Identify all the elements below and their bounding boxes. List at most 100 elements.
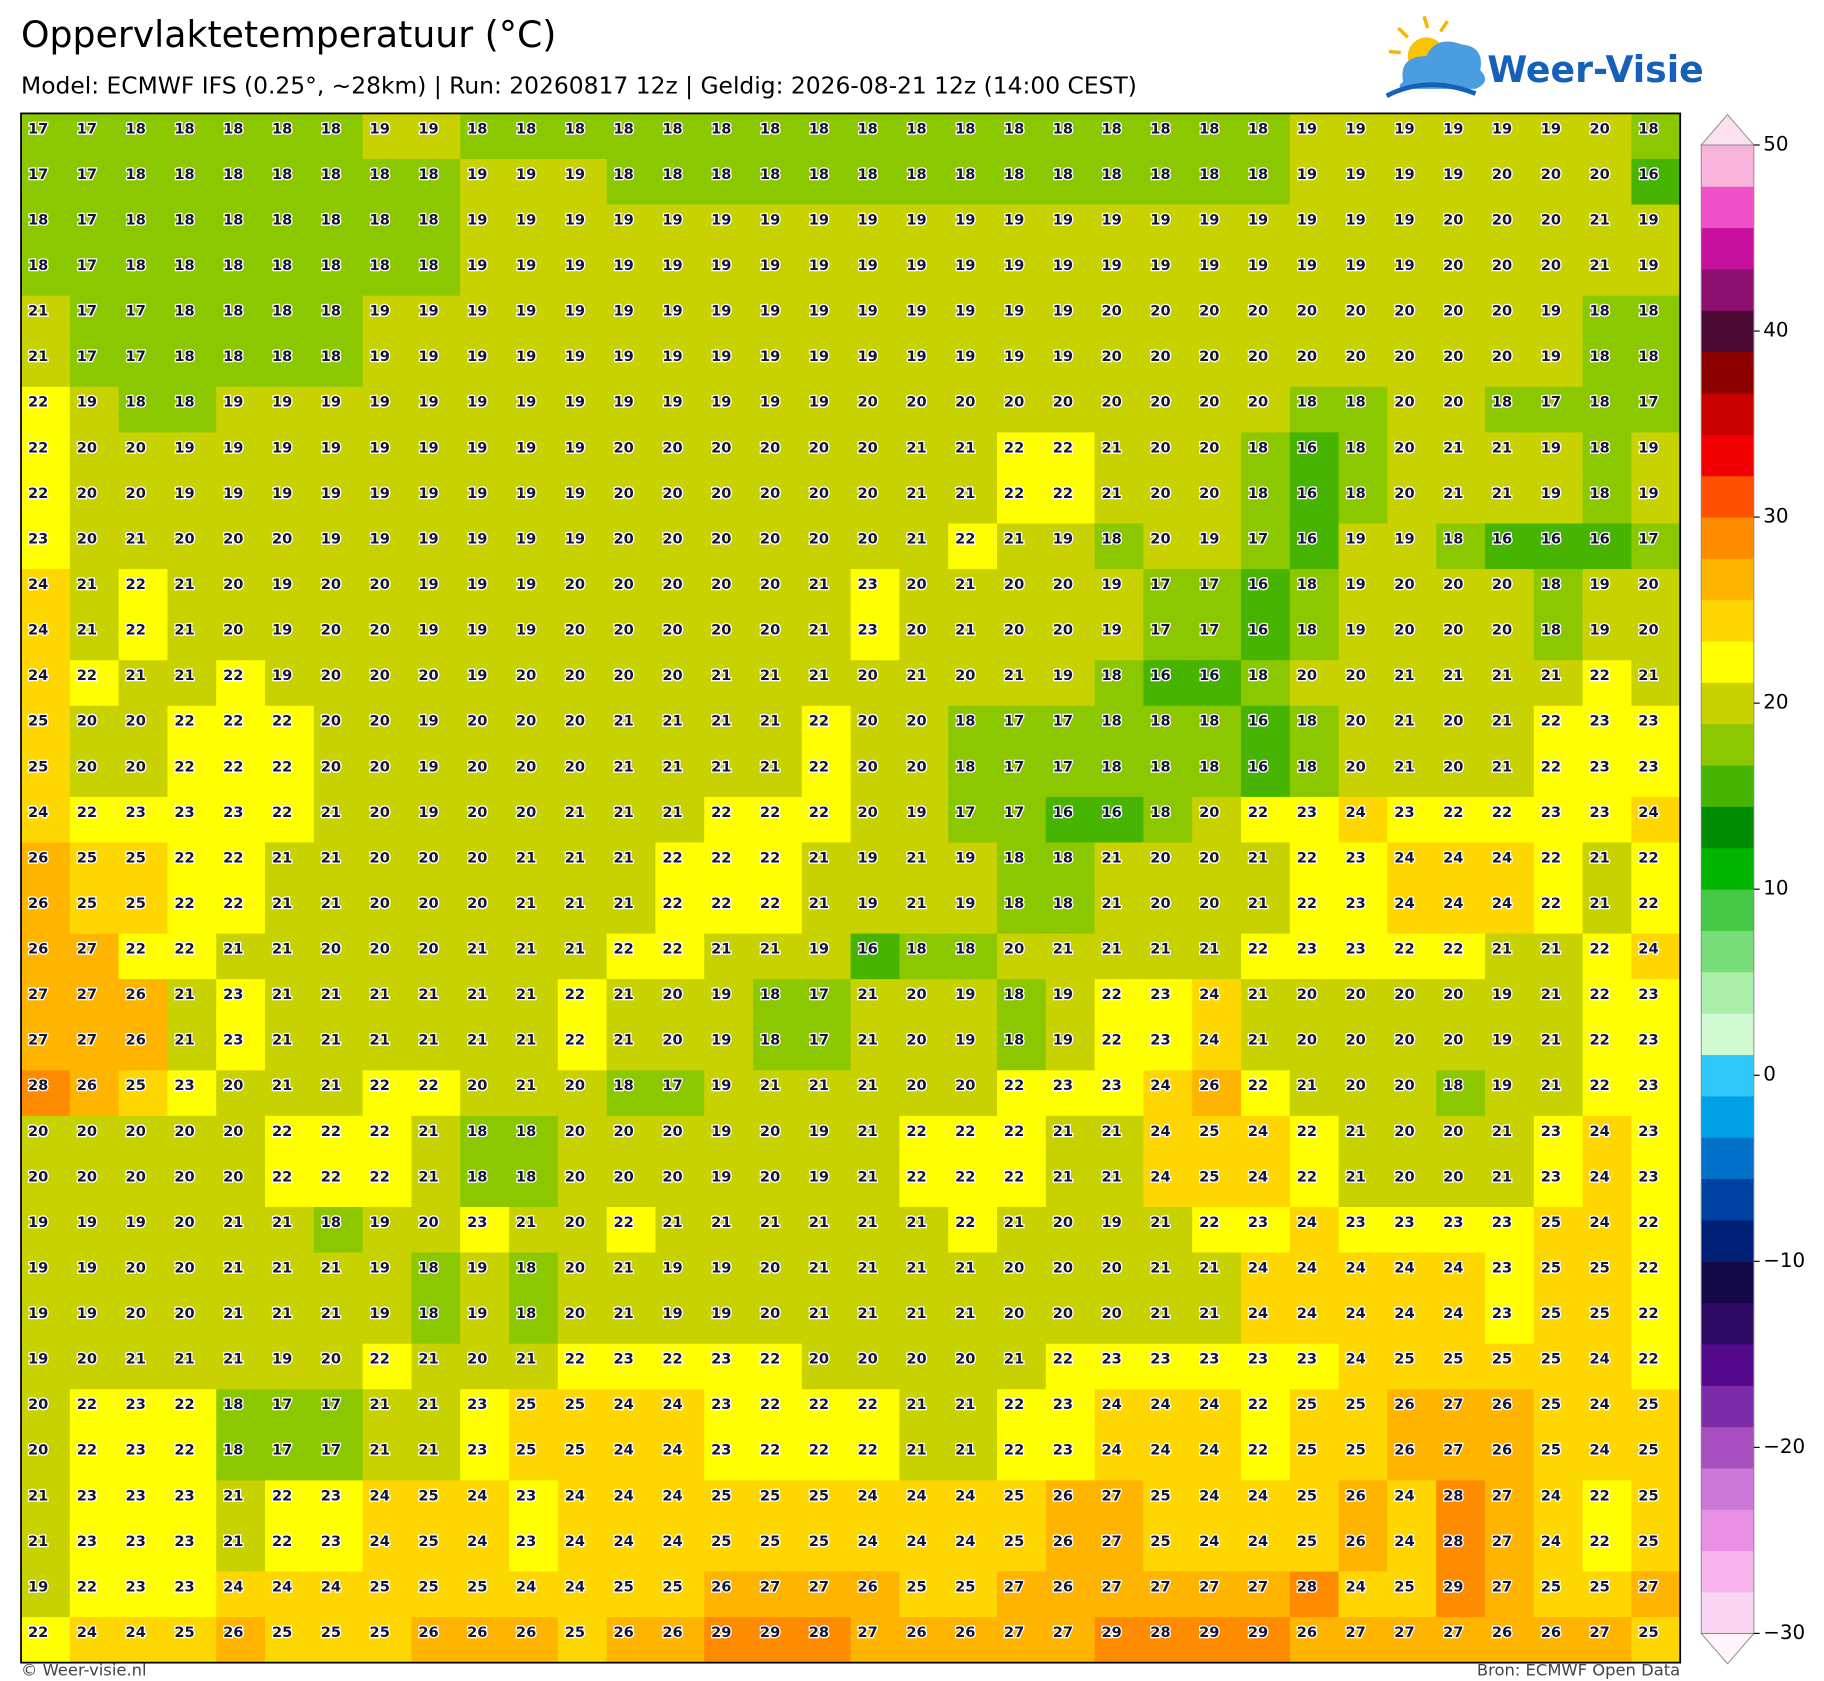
- temperature-cell: [801, 386, 852, 433]
- temperature-cell: [1143, 523, 1193, 570]
- temperature-label: 22: [760, 1351, 780, 1368]
- temperature-cell: [21, 1161, 71, 1208]
- temperature-cell: [997, 250, 1047, 297]
- temperature-cell: [1533, 158, 1584, 206]
- temperature-label: 23: [1541, 1168, 1561, 1185]
- temperature-label: 18: [321, 1214, 341, 1231]
- temperature-cell: [753, 569, 803, 616]
- temperature-label: 23: [1297, 804, 1317, 821]
- temperature-label: 22: [1638, 1351, 1658, 1368]
- subtitle: Model: ECMWF IFS (0.25°, ~28km) | Run: 2…: [21, 72, 1137, 100]
- temperature-label: 20: [955, 1077, 975, 1094]
- temperature-cell: [850, 1024, 900, 1071]
- temperature-cell: [801, 295, 852, 342]
- temperature-cell: [21, 477, 71, 525]
- temperature-cell: [216, 1024, 266, 1071]
- temperature-label: 21: [1541, 1077, 1561, 1094]
- temperature-cell: [411, 1161, 461, 1208]
- temperature-label: 22: [711, 895, 731, 912]
- temperature-cell: [801, 751, 852, 798]
- temperature-label: 20: [1443, 622, 1463, 639]
- temperature-label: 17: [662, 1077, 682, 1094]
- temperature-label: 21: [614, 713, 634, 730]
- map: 17 17 18 18 18 18 18 19 19 18 18 18 18 18 18 18 18 18 18 18…: [21, 113, 1681, 1664]
- temperature-label: 27: [1004, 1624, 1024, 1641]
- temperature-cell: [1289, 432, 1340, 479]
- temperature-cell: [1143, 569, 1193, 616]
- temperature-label: 20: [1004, 576, 1024, 593]
- temperature-label: 18: [906, 120, 926, 137]
- temperature-cell: [1436, 1298, 1486, 1345]
- temperature-label: 20: [223, 622, 243, 639]
- temperature-cell: [216, 204, 266, 251]
- temperature-label: 18: [760, 986, 780, 1003]
- temperature-cell: [1045, 660, 1096, 707]
- temperature-label: 19: [418, 120, 438, 137]
- temperature-cell: [1241, 1298, 1291, 1345]
- temperature-cell: [1484, 569, 1535, 616]
- temperature-label: 21: [906, 667, 926, 684]
- temperature-label: 21: [809, 1305, 829, 1322]
- temperature-label: 21: [174, 986, 194, 1003]
- temperature-cell: [1436, 933, 1486, 980]
- temperature-cell: [1631, 1343, 1681, 1390]
- temperature-label: 24: [1199, 1487, 1219, 1504]
- temperature-cell: [606, 295, 657, 342]
- temperature-cell: [1045, 933, 1096, 980]
- temperature-label: 21: [614, 804, 634, 821]
- temperature-label: 19: [467, 439, 487, 456]
- temperature-cell: [1387, 614, 1437, 661]
- temperature-cell: [216, 751, 266, 798]
- temperature-cell: [948, 295, 998, 342]
- temperature-cell: [1436, 842, 1486, 889]
- temperature-cell: [1094, 660, 1144, 707]
- temperature-label: 21: [467, 986, 487, 1003]
- temperature-label: 21: [858, 1168, 878, 1185]
- temperature-cell: [21, 1206, 71, 1254]
- colorbar-bin: [1701, 351, 1754, 394]
- temperature-cell: [704, 204, 754, 251]
- temperature-label: 19: [1443, 166, 1463, 183]
- temperature-label: 21: [516, 1351, 536, 1368]
- temperature-label: 19: [418, 804, 438, 821]
- temperature-cell: [1241, 796, 1291, 844]
- temperature-cell: [1436, 386, 1486, 433]
- temperature-label: 18: [1150, 713, 1170, 730]
- temperature-cell: [899, 113, 949, 160]
- temperature-cell: [1143, 933, 1193, 980]
- temperature-cell: [1143, 250, 1193, 297]
- temperature-cell: [313, 250, 364, 297]
- temperature-label: 24: [1443, 1260, 1463, 1277]
- temperature-label: 20: [1150, 895, 1170, 912]
- temperature-cell: [1241, 933, 1291, 980]
- temperature-label: 18: [614, 1077, 634, 1094]
- temperature-label: 20: [223, 1168, 243, 1185]
- temperature-cell: [509, 569, 559, 616]
- temperature-cell: [753, 1206, 803, 1254]
- colorbar-tick-label: 30: [1763, 505, 1788, 528]
- temperature-label: 17: [1541, 394, 1561, 411]
- temperature-cell: [313, 113, 364, 160]
- temperature-cell: [753, 796, 803, 844]
- temperature-label: 23: [858, 622, 878, 639]
- temperature-label: 20: [809, 485, 829, 502]
- temperature-label: 19: [321, 530, 341, 547]
- temperature-label: 24: [614, 1396, 634, 1413]
- temperature-cell: [1387, 1252, 1437, 1299]
- temperature-cell: [801, 1298, 852, 1345]
- temperature-label: 20: [711, 622, 731, 639]
- temperature-label: 22: [955, 1214, 975, 1231]
- temperature-cell: [460, 1343, 510, 1390]
- temperature-cell: [899, 751, 949, 798]
- temperature-label: 20: [760, 530, 780, 547]
- temperature-cell: [606, 341, 657, 388]
- temperature-label: 21: [1638, 667, 1658, 684]
- temperature-cell: [1631, 796, 1681, 844]
- temperature-label: 21: [906, 1214, 926, 1231]
- temperature-cell: [216, 523, 266, 570]
- temperature-cell: [411, 1343, 461, 1390]
- temperature-cell: [69, 569, 120, 616]
- temperature-label: 20: [1199, 804, 1219, 821]
- temperature-cell: [1143, 386, 1193, 433]
- temperature-label: 20: [370, 849, 390, 866]
